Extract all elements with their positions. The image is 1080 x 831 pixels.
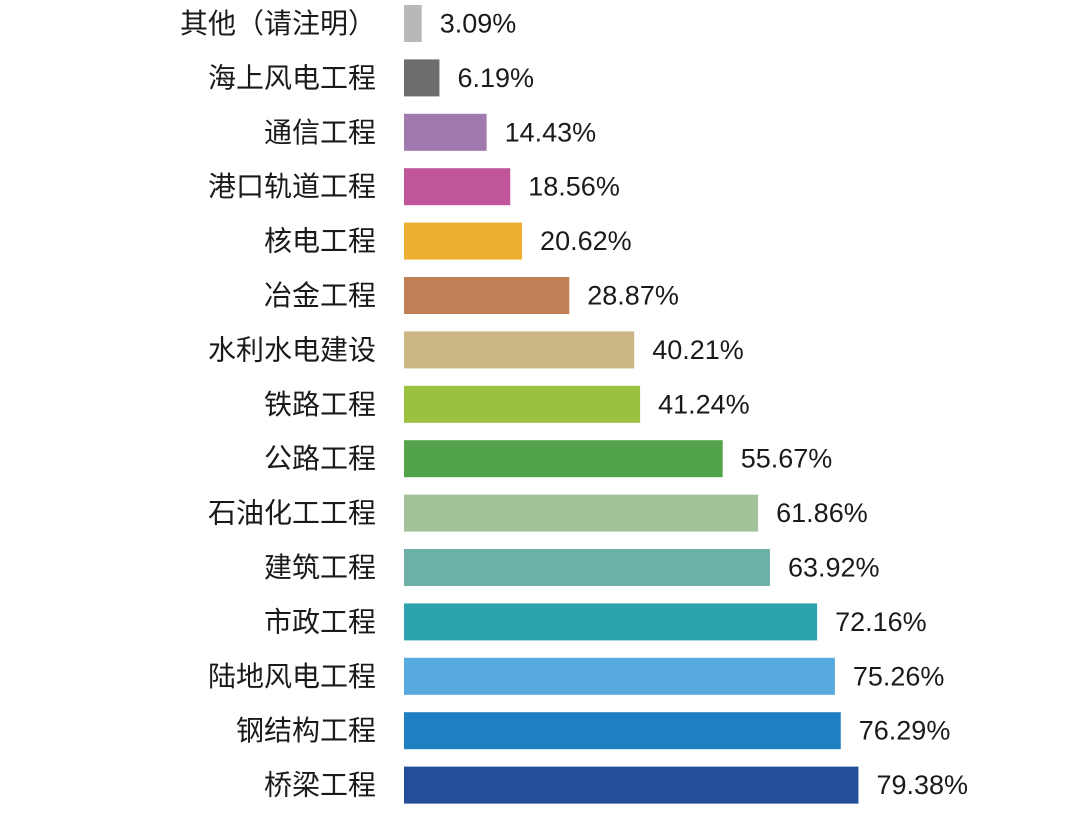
- value-labels: 3.09% 6.19% 14.43% 18.56% 20.62% 28.87% 40.21%…: [440, 9, 968, 801]
- category-label: 冶金工程: [264, 279, 376, 312]
- value-label: 61.86%: [776, 498, 868, 528]
- bar: [404, 331, 635, 369]
- bar: [404, 494, 759, 532]
- bar: [404, 766, 859, 804]
- bar: [404, 603, 818, 641]
- value-label: 40.21%: [652, 335, 744, 365]
- value-label: 3.09%: [440, 9, 517, 39]
- bar: [404, 222, 523, 260]
- value-label: 79.38%: [876, 770, 968, 800]
- value-label: 72.16%: [835, 607, 927, 637]
- value-label: 14.43%: [505, 117, 597, 147]
- bar: [404, 549, 770, 586]
- category-label: 水利水电建设: [208, 333, 376, 366]
- value-label: 18.56%: [528, 172, 620, 202]
- bar: [404, 440, 723, 478]
- category-label: 港口轨道工程: [208, 170, 376, 203]
- category-label: 海上风电工程: [208, 61, 376, 94]
- value-label: 55.67%: [741, 444, 833, 474]
- value-label: 63.92%: [788, 553, 880, 583]
- category-label: 核电工程: [264, 225, 376, 258]
- category-label: 通信工程: [264, 116, 376, 149]
- bar: [404, 168, 511, 206]
- value-label: 20.62%: [540, 226, 632, 256]
- bar: [404, 277, 570, 314]
- category-label: 陆地风电工程: [208, 660, 376, 693]
- category-labels: 其他（请注明） 海上风电工程通信工程港口轨道工程核电工程冶金工程水利水电建设铁路工…: [180, 7, 376, 802]
- category-label: 建筑工程: [264, 551, 376, 584]
- category-label: 钢结构工程: [236, 714, 376, 747]
- value-label: 41.24%: [658, 389, 750, 419]
- bar: [404, 5, 422, 42]
- bar: [404, 385, 641, 423]
- category-label: 其他（请注明）: [180, 7, 376, 40]
- bar: [404, 113, 487, 151]
- value-label: 6.19%: [457, 63, 534, 93]
- value-label: 76.29%: [859, 716, 951, 746]
- category-label: 公路工程: [264, 442, 376, 475]
- bar: [404, 657, 835, 695]
- bar: [404, 712, 841, 750]
- category-label: 石油化工工程: [208, 497, 376, 530]
- bar: [404, 59, 440, 97]
- category-label: 铁路工程: [264, 388, 376, 421]
- bars: [404, 5, 859, 804]
- value-label: 28.87%: [587, 281, 679, 311]
- value-label: 75.26%: [853, 661, 945, 691]
- category-label: 桥梁工程: [264, 769, 376, 802]
- category-label: 市政工程: [264, 605, 376, 638]
